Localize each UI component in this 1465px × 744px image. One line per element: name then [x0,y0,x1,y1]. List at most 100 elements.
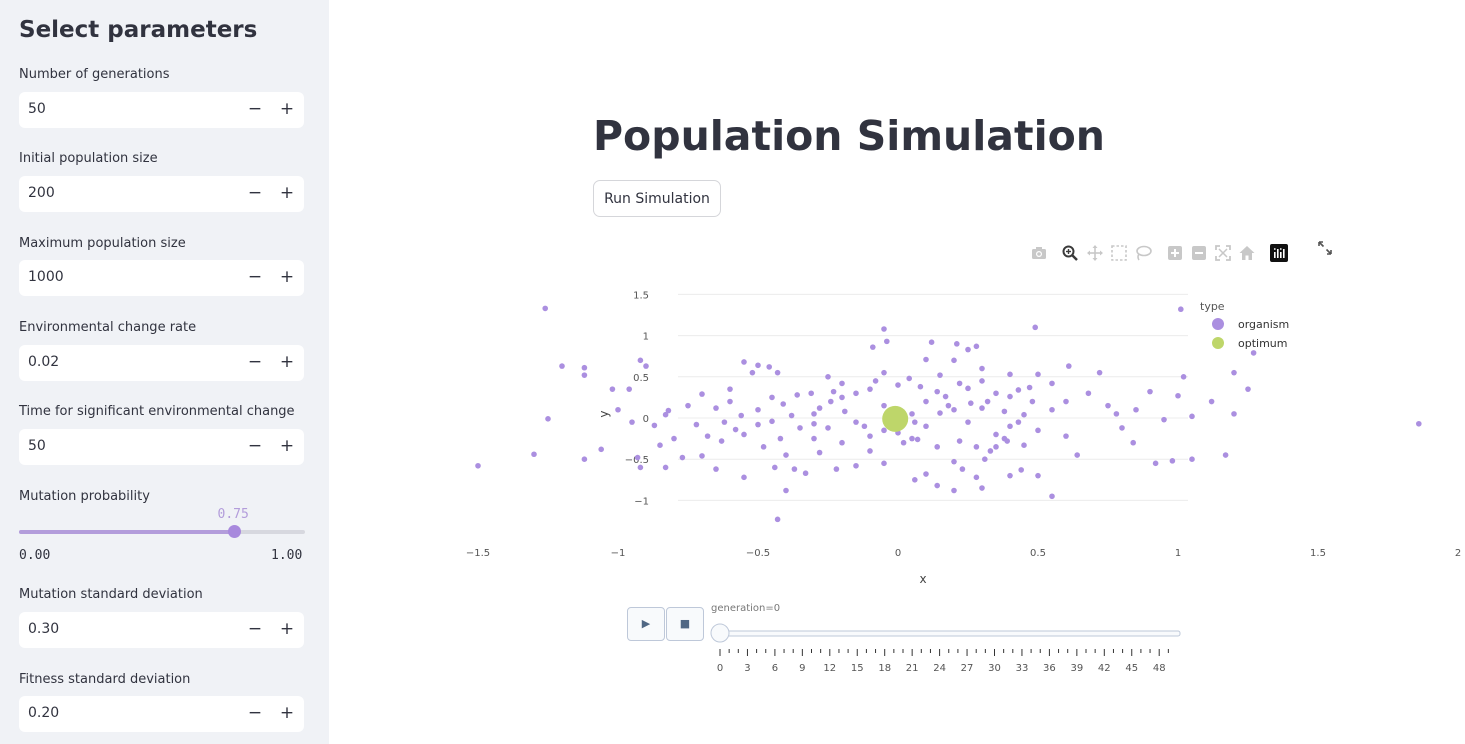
fitness-std-decrement-button[interactable]: − [247,703,263,723]
max-population-increment-button[interactable]: + [279,267,295,287]
generation-rail[interactable] [713,630,1181,637]
initial-population-input[interactable]: 200 − + [19,176,304,212]
organism-point [900,439,907,446]
env-change-rate-increment-button[interactable]: + [279,352,295,372]
reset-axes-icon[interactable] [1238,244,1256,262]
organism-point [973,343,980,350]
env-change-time-increment-button[interactable]: + [279,436,295,456]
organism-point [1049,493,1055,500]
organism-point [1018,467,1024,473]
slider-thumb[interactable] [227,525,241,538]
organism-point [979,405,985,411]
organism-point [984,398,991,405]
organism-point [956,438,963,444]
generations-decrement-button[interactable]: − [247,99,263,119]
run-simulation-button[interactable]: Run Simulation [593,180,721,217]
organism-point [1049,380,1055,387]
organism-point [833,466,840,472]
organism-point [1231,369,1237,376]
legend: type organism optimum [1200,300,1289,350]
camera-icon[interactable] [1030,244,1048,262]
organism-point [923,398,929,405]
organism-point [671,435,677,442]
generations-input[interactable]: 50 − + [19,92,304,128]
sidebar: Select parameters Number of generations … [0,0,329,744]
organism-point [942,393,949,400]
organism-point [545,416,551,422]
initial-population-value[interactable]: 200 [28,185,55,201]
zoom-in-icon[interactable] [1166,244,1184,262]
generations-value[interactable]: 50 [28,101,46,117]
max-population-input[interactable]: 1000 − + [19,260,304,296]
generations-increment-button[interactable]: + [279,99,295,119]
organism-point [867,386,873,392]
x-tick-label: −1.5 [466,548,490,559]
mutation-std-increment-button[interactable]: + [279,619,295,639]
organism-point [699,453,705,459]
organism-point [693,421,700,428]
generation-tick-label: 6 [772,663,778,674]
env-change-rate-input[interactable]: 0.02 − + [19,345,304,381]
organism-point [982,456,988,463]
zoom-out-icon[interactable] [1190,244,1208,262]
x-tick-label: 0 [895,548,901,559]
organism-point [662,411,669,418]
autoscale-icon[interactable] [1214,244,1232,262]
play-button[interactable]: ▶ [627,607,665,641]
fitness-std-input[interactable]: 0.20 − + [19,696,304,732]
organism-point [951,357,957,364]
stop-button[interactable]: ■ [666,607,704,641]
env-change-time-input[interactable]: 50 − + [19,429,304,465]
pan-icon[interactable] [1086,244,1104,262]
legend-label-organism[interactable]: organism [1238,318,1289,331]
mutation-std-value[interactable]: 0.30 [28,621,60,637]
max-population-value[interactable]: 1000 [28,269,64,285]
legend-label-optimum[interactable]: optimum [1238,337,1287,350]
slider-fill [19,530,234,534]
organism-point [1021,411,1027,418]
organism-point [1133,406,1139,413]
organism-point [923,356,929,363]
organism-point [923,471,929,477]
max-population-decrement-button[interactable]: − [247,267,263,287]
env-change-time-decrement-button[interactable]: − [247,436,263,456]
organism-point [755,362,761,369]
env-change-rate-decrement-button[interactable]: − [247,352,263,372]
organism-point [1032,324,1038,331]
organism-point [993,444,999,450]
organism-point [1085,390,1092,397]
fullscreen-icon[interactable] [1317,240,1333,256]
organism-point [772,464,778,471]
organism-point [993,431,999,438]
organism-point [581,456,588,463]
organism-point [928,339,935,345]
organism-point [791,466,798,472]
initial-population-decrement-button[interactable]: − [247,183,263,203]
mutation-probability-slider[interactable] [19,525,305,538]
fitness-std-value[interactable]: 0.20 [28,705,60,721]
box-select-icon[interactable] [1110,244,1128,262]
initial-population-label: Initial population size [19,151,158,166]
organism-point [811,420,817,427]
organism-point [909,411,915,417]
mutation-std-input[interactable]: 0.30 − + [19,612,304,648]
env-change-time-value[interactable]: 50 [28,438,46,454]
organism-point [713,466,719,472]
generation-slider[interactable]: generation=0 0 3 6 9 12 15 18 21 24 27 30 33 36 39 42 4… [710,603,1181,674]
fitness-std-increment-button[interactable]: + [279,703,295,723]
organism-point [802,470,809,477]
zoom-icon[interactable] [1061,244,1079,262]
plotly-logo-icon[interactable] [1270,244,1288,262]
initial-population-increment-button[interactable]: + [279,183,295,203]
organism-point [839,439,845,446]
organism-point [713,405,719,411]
mutation-std-decrement-button[interactable]: − [247,619,263,639]
x-tick-label: 2 [1455,548,1461,559]
organism-point [895,430,901,436]
lasso-select-icon[interactable] [1134,244,1152,262]
y-tick-label: 0 [643,414,649,425]
generation-thumb[interactable] [710,623,730,643]
organism-point [959,466,966,472]
env-change-rate-value[interactable]: 0.02 [28,354,60,370]
env-change-time-label: Time for significant environmental chang… [19,404,295,419]
